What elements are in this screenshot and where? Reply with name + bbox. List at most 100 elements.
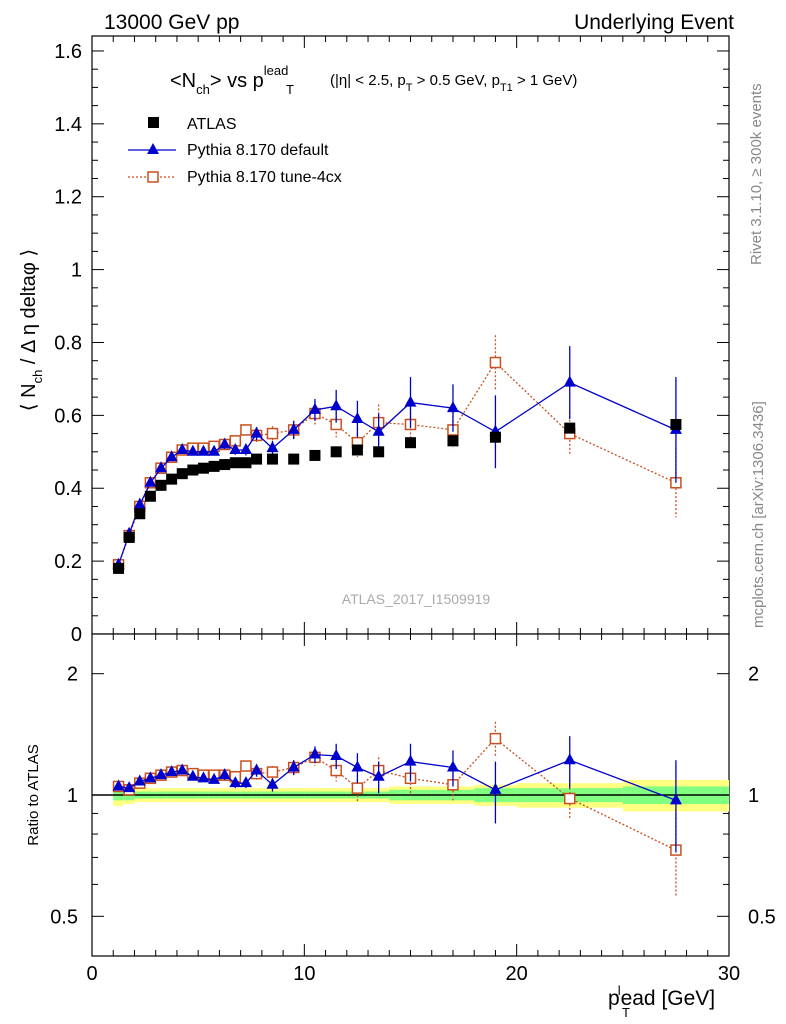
atlas-point: [405, 437, 416, 449]
ratio-tune4cx-point: [564, 792, 576, 805]
title-cuts-c: > 1 GeV): [513, 72, 578, 89]
ratio-tune4cx-point: [240, 760, 252, 772]
main-y-tick-label: 0.6: [54, 405, 82, 427]
atlas-point: [176, 468, 188, 480]
ratio-pythia-default-point: [489, 782, 502, 794]
title-main-sup: lead: [264, 63, 289, 78]
pythia-default-point: [176, 442, 189, 454]
pythia-default-point: [404, 395, 417, 407]
ratio-ticks: [91, 634, 730, 956]
atlas-point: [447, 435, 459, 447]
ratio-y-tick-label: 1: [67, 785, 78, 807]
title-cuts-b: > 0.5 GeV, p: [413, 72, 500, 89]
ratio-pythia-default-point: [112, 779, 125, 791]
header-left: 13000 GeV pp: [104, 11, 239, 34]
x-tick-labels: 0 10 20 30: [86, 963, 740, 985]
ratio-y-tick-labels: 0.5 0.5 1 1 2 2: [50, 664, 776, 929]
ratio-pythia-default-point: [176, 763, 189, 775]
main-y-label: ⟨ Nch / Δ η deltaφ ⟩: [18, 249, 45, 411]
x-axis-label: plead [GeV]: [608, 983, 715, 1010]
ratio-y-tick-label-right: 2: [748, 664, 759, 686]
atlas-point: [309, 449, 321, 461]
ratio-pythia-default-point: [197, 771, 210, 783]
ratio-pythia-default-point: [287, 760, 300, 772]
pythia-default-point: [266, 441, 279, 453]
ratio-pythia-default-point: [308, 747, 321, 759]
title-cuts-a: (|η| < 2.5, p: [330, 72, 406, 89]
ylabel-sub: ch: [30, 370, 45, 384]
legend-default-label: Pythia 8.170 default: [187, 142, 329, 159]
ratio-panel: 0.5 0.5 1 1 2 2 0 10 20 30 Ratio to ATLAS plead …: [25, 633, 776, 1020]
title-main-b: > vs p: [210, 70, 264, 92]
x-tick-label: 0: [86, 963, 97, 985]
ratio-y-tick-label: 0.5: [50, 906, 78, 928]
atlas-point: [266, 453, 278, 465]
xlabel-a: p: [608, 987, 620, 1010]
tune4cx-point: [240, 424, 252, 436]
watermark: ATLAS_2017_I1509919: [342, 591, 491, 607]
ratio-pythia-default-point: [123, 781, 136, 793]
tune4cx-point: [489, 356, 502, 369]
pythia-default-point: [186, 444, 199, 456]
atlas-point: [330, 446, 342, 458]
title-cuts-sub2: T1: [500, 82, 513, 94]
pythia-default-point: [133, 497, 146, 509]
pythia-default-point: [287, 422, 300, 434]
atlas-point: [219, 459, 231, 471]
atlas-point: [144, 490, 156, 502]
atlas-point: [288, 453, 300, 465]
atlas-point: [351, 444, 363, 456]
atlas-point: [240, 457, 252, 469]
ratio-y-tick-label-right: 0.5: [748, 906, 776, 928]
ratio-series: [112, 721, 682, 897]
main-y-tick-label: 1.2: [54, 187, 82, 209]
legend-tune-marker: [147, 171, 159, 183]
x-tick-label: 20: [506, 963, 528, 985]
atlas-point: [229, 457, 241, 469]
tune4cx-point: [266, 427, 279, 440]
ratio-pythia-default-point: [404, 754, 417, 766]
atlas-point: [123, 531, 135, 543]
ratio-y-tick-label: 2: [67, 664, 78, 686]
atlas-point: [670, 418, 682, 430]
pythia-default-point: [239, 442, 252, 454]
ylabel-a: ⟨ N: [18, 383, 40, 411]
ratio-pythia-default-point: [250, 763, 263, 775]
legend-atlas-label: ATLAS: [187, 116, 237, 133]
rivet-label: Rivet 3.1.10, ≥ 300k events: [748, 83, 765, 265]
title-main-sub: ch: [196, 82, 210, 97]
ratio-tune4cx-point: [266, 766, 279, 778]
ratio-pythia-default-point: [372, 769, 385, 781]
ylabel-b: / Δ η deltaφ ⟩: [18, 249, 40, 370]
ratio-pythia-default-point: [563, 753, 576, 765]
pythia-default-point: [351, 412, 364, 424]
main-frame: [91, 35, 730, 635]
pythia-default-point: [372, 424, 385, 436]
main-y-tick-label: 0.2: [54, 551, 82, 573]
ratio-pythia-default-point: [266, 777, 279, 789]
pythia-default-point: [563, 375, 576, 387]
atlas-point: [187, 464, 199, 476]
legend-default-marker: [147, 143, 159, 154]
ratio-pythia-default-point: [133, 774, 146, 786]
chart-title: <Nch> vs plead: [170, 63, 288, 97]
ratio-pythia-default-point: [155, 768, 168, 780]
ratio-pythia-default-point: [669, 793, 682, 805]
pythia-default-point: [208, 444, 221, 456]
x-tick-label: 30: [718, 963, 740, 985]
main-y-tick-label: 1.4: [54, 114, 82, 136]
x-tick-label: 10: [293, 963, 315, 985]
main-y-tick-label: 0.4: [54, 478, 82, 500]
ratio-pythia-default-point: [165, 765, 178, 777]
atlas-point: [251, 453, 263, 465]
legend-tune-label: Pythia 8.170 tune-4cx: [187, 169, 342, 186]
atlas-point: [134, 508, 146, 520]
pythia-default-point: [250, 426, 263, 438]
chart-title-cuts: (|η| < 2.5, pT > 0.5 GeV, pT1 > 1 GeV): [330, 72, 577, 94]
legend: ATLAS Pythia 8.170 default Pythia 8.170 …: [128, 116, 342, 186]
main-y-tick-label: 1.6: [54, 41, 82, 63]
main-y-tick-label: 0: [71, 624, 82, 646]
pythia-default-point: [229, 442, 242, 454]
ratio-pythia-default-point: [239, 776, 252, 788]
